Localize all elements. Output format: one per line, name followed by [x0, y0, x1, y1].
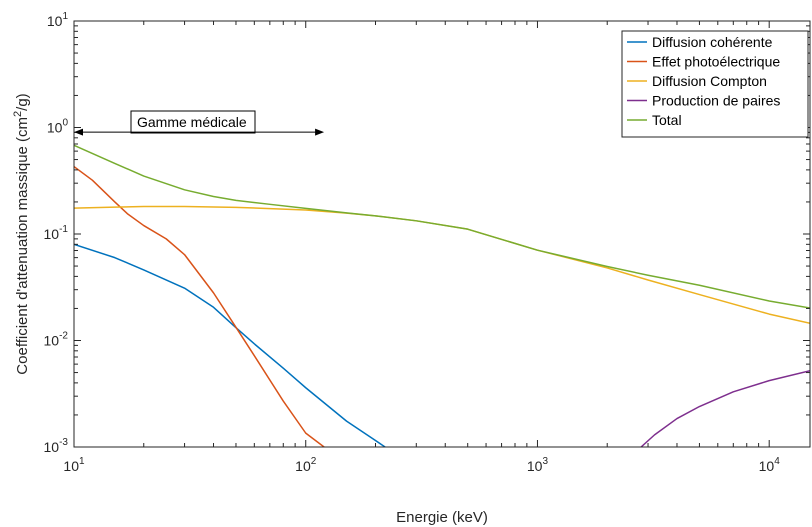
y-tick-label: 10-3 — [44, 437, 69, 455]
y-axis-label-tail: /g) — [14, 93, 31, 111]
legend: Diffusion cohérente Effet photoélectrique… — [621, 30, 809, 138]
annotation-layer: Gamme médicale — [74, 110, 325, 136]
series-line-1 — [74, 243, 386, 447]
y-axis-label: Coefficient d'attenuation massique (cm2/… — [12, 93, 31, 374]
x-tick-label: 104 — [759, 456, 781, 474]
y-axis-label-main: Coefficient d'attenuation massique (cm — [14, 117, 31, 375]
legend-label-5: Total — [652, 112, 682, 128]
annotation-arrowhead-left — [74, 128, 83, 136]
legend-label-2: Effet photoélectrique — [652, 54, 780, 70]
legend-label-4: Production de paires — [652, 93, 780, 109]
series-line-2 — [74, 165, 325, 447]
legend-label-1: Diffusion cohérente — [652, 34, 773, 50]
annotation-box — [130, 110, 256, 134]
y-tick-label: 100 — [47, 118, 69, 136]
y-axis-label-sup: 2 — [12, 111, 24, 117]
series-line-4 — [640, 370, 810, 447]
y-tick-label: 10-2 — [44, 331, 69, 349]
x-tick-label: 102 — [295, 456, 317, 474]
legend-items: Diffusion cohérente Effet photoélectrique… — [627, 34, 780, 128]
tick-labels-layer: 101 102 103 104 10-3 10-2 10-1 100 101 — [44, 11, 781, 474]
series-line-5 — [74, 144, 810, 309]
legend-label-3: Diffusion Compton — [652, 73, 767, 89]
legend-box — [621, 30, 809, 138]
annotation-arrowhead-right — [315, 128, 325, 136]
y-tick-label: 101 — [47, 11, 69, 29]
x-axis-label: Energie (keV) — [396, 509, 488, 526]
series-layer — [74, 144, 810, 447]
y-tick-label: 10-1 — [44, 224, 69, 242]
x-tick-label: 101 — [63, 456, 85, 474]
annotation-text: Gamme médicale — [137, 114, 247, 130]
x-tick-label: 103 — [527, 456, 549, 474]
